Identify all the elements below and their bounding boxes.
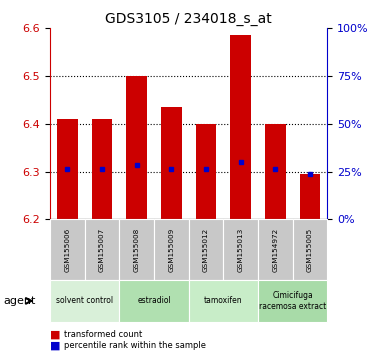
Text: ■: ■ (50, 330, 60, 339)
Text: tamoxifen: tamoxifen (204, 296, 243, 306)
Bar (126, 76, 147, 219)
Text: GSM154972: GSM154972 (272, 228, 278, 272)
Text: GSM155006: GSM155006 (64, 228, 70, 272)
Title: GDS3105 / 234018_s_at: GDS3105 / 234018_s_at (105, 12, 272, 26)
Bar (300, 174, 320, 219)
Bar (265, 124, 286, 219)
Text: GSM155007: GSM155007 (99, 228, 105, 272)
Text: Cimicifuga
racemosa extract: Cimicifuga racemosa extract (259, 291, 326, 310)
Bar (196, 124, 216, 219)
Text: solvent control: solvent control (56, 296, 113, 306)
Text: agent: agent (4, 296, 36, 306)
Bar (57, 119, 78, 219)
Text: GSM155008: GSM155008 (134, 228, 140, 272)
Text: GSM155005: GSM155005 (307, 228, 313, 272)
Text: estradiol: estradiol (137, 296, 171, 306)
Text: transformed count: transformed count (64, 330, 142, 339)
Text: ■: ■ (50, 340, 60, 350)
Text: percentile rank within the sample: percentile rank within the sample (64, 341, 206, 350)
Text: GSM155013: GSM155013 (238, 228, 244, 272)
Bar (161, 107, 182, 219)
Bar (92, 119, 112, 219)
Text: GSM155012: GSM155012 (203, 228, 209, 272)
Bar (230, 35, 251, 219)
Text: GSM155009: GSM155009 (168, 228, 174, 272)
